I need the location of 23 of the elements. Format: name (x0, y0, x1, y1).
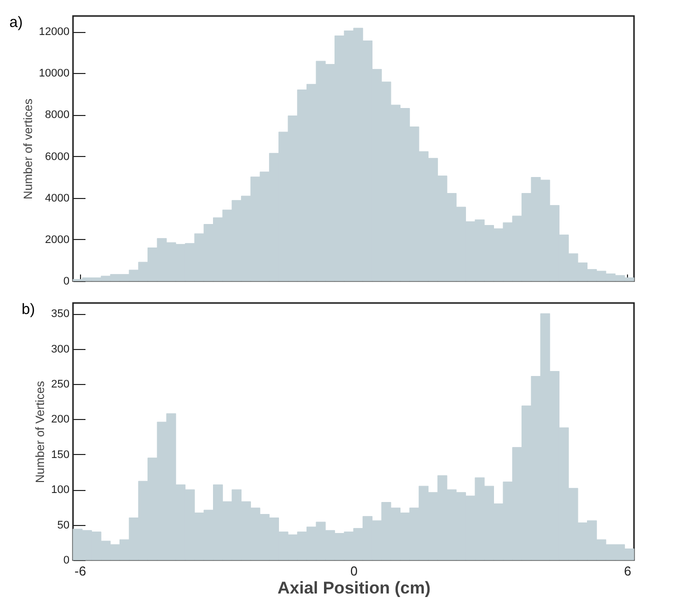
chart-title: b) (22, 301, 35, 318)
y-tick-label: 12000 (38, 26, 70, 38)
y-tick-label: 100 (51, 484, 70, 496)
y-tick-label: 150 (51, 448, 70, 461)
y-tick-label: 350 (51, 308, 70, 320)
y-tick-label: 4000 (45, 192, 70, 204)
y-tick-label: 250 (51, 378, 70, 390)
y-axis-title: Number of vertices (20, 98, 35, 200)
y-tick-label: 2000 (45, 234, 70, 246)
x-tick-label: 6 (624, 564, 632, 578)
x-tick-label: -6 (74, 564, 86, 578)
y-tick-label: 6000 (45, 150, 70, 163)
y-tick-label: 50 (57, 519, 70, 532)
y-axis-title: Number of Vertices (33, 380, 48, 484)
y-tick-label: 300 (51, 343, 70, 356)
x-tick-label: 0 (350, 564, 358, 578)
chart-title: a) (9, 14, 23, 31)
y-tick-label: 0 (63, 554, 70, 566)
y-tick-label: 8000 (45, 109, 70, 122)
y-tick-label: 10000 (38, 68, 70, 80)
x-axis-title: Axial Position (cm) (277, 578, 431, 598)
y-tick-label: 200 (51, 414, 70, 426)
y-tick-label: 0 (63, 276, 70, 288)
